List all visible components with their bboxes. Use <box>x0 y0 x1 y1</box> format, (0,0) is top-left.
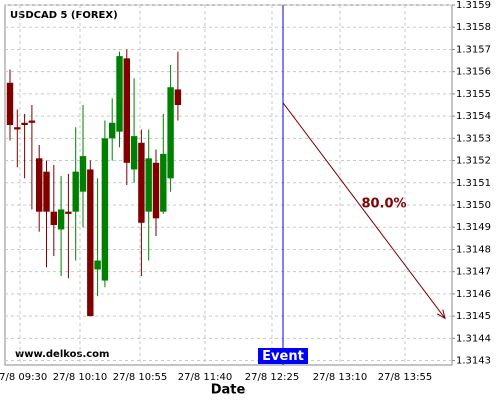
candle-body <box>160 153 167 212</box>
candle-body <box>36 158 43 212</box>
chart-title: USDCAD 5 (FOREX) <box>10 10 118 21</box>
y-tick-label: 1.3153 <box>456 133 491 144</box>
candle-body <box>123 58 130 163</box>
y-tick-label: 1.3155 <box>456 89 491 100</box>
candle-body <box>130 136 138 170</box>
y-tick-label: 1.3157 <box>456 44 491 55</box>
candle-body <box>72 171 79 212</box>
event-label: Event <box>262 349 304 364</box>
candle-body <box>14 127 21 130</box>
x-tick-label: 27/8 13:10 <box>313 372 367 383</box>
candle-body <box>6 82 14 125</box>
y-tick-label: 1.3144 <box>456 333 491 344</box>
x-tick-label: 27/8 12:25 <box>245 372 299 383</box>
candle-body <box>145 158 152 212</box>
candle-body <box>94 260 101 270</box>
arrow-head <box>436 309 446 320</box>
candle-body <box>43 171 50 212</box>
x-tick-label: 27/8 09:30 <box>0 372 47 383</box>
x-axis-label: Date <box>211 383 246 398</box>
forecast-arrow <box>282 102 446 319</box>
y-tick-label: 1.3154 <box>456 111 491 122</box>
candle-body <box>109 122 116 139</box>
candle-body <box>138 142 145 223</box>
candle-body <box>101 138 109 281</box>
candle-body <box>57 209 65 230</box>
x-tick-label: 27/8 10:10 <box>53 372 107 383</box>
y-tick-label: 1.3148 <box>456 244 491 255</box>
y-tick-label: 1.3147 <box>456 267 491 278</box>
event-box <box>258 348 308 364</box>
x-tick-label: 27/8 13:55 <box>378 372 432 383</box>
candle-body <box>116 56 123 132</box>
candle-body <box>152 162 160 219</box>
x-tick-label: 27/8 10:55 <box>113 372 167 383</box>
candle-body <box>21 122 28 125</box>
candle-body <box>79 156 87 192</box>
x-tick-label: 27/8 11:40 <box>178 372 232 383</box>
y-tick-label: 1.3156 <box>456 67 491 78</box>
y-tick-label: 1.3150 <box>456 200 491 211</box>
candle-body <box>50 211 57 225</box>
y-tick-label: 1.3152 <box>456 156 491 167</box>
plot-area <box>4 4 453 366</box>
candle-body <box>28 120 36 123</box>
y-tick-label: 1.3145 <box>456 311 491 322</box>
y-tick-label: 1.3151 <box>456 178 491 189</box>
candle-body <box>87 169 94 317</box>
y-tick-label: 1.3143 <box>456 356 491 367</box>
watermark: www.delkos.com <box>15 349 109 360</box>
y-tick-label: 1.3159 <box>456 0 491 11</box>
y-tick-label: 1.3149 <box>456 222 491 233</box>
forecast-label: 80.0% <box>361 197 406 212</box>
candle-body <box>167 87 174 179</box>
y-tick-label: 1.3146 <box>456 289 491 300</box>
candle-body <box>65 211 72 214</box>
y-tick-label: 1.3158 <box>456 22 491 33</box>
candle-body <box>174 89 182 105</box>
